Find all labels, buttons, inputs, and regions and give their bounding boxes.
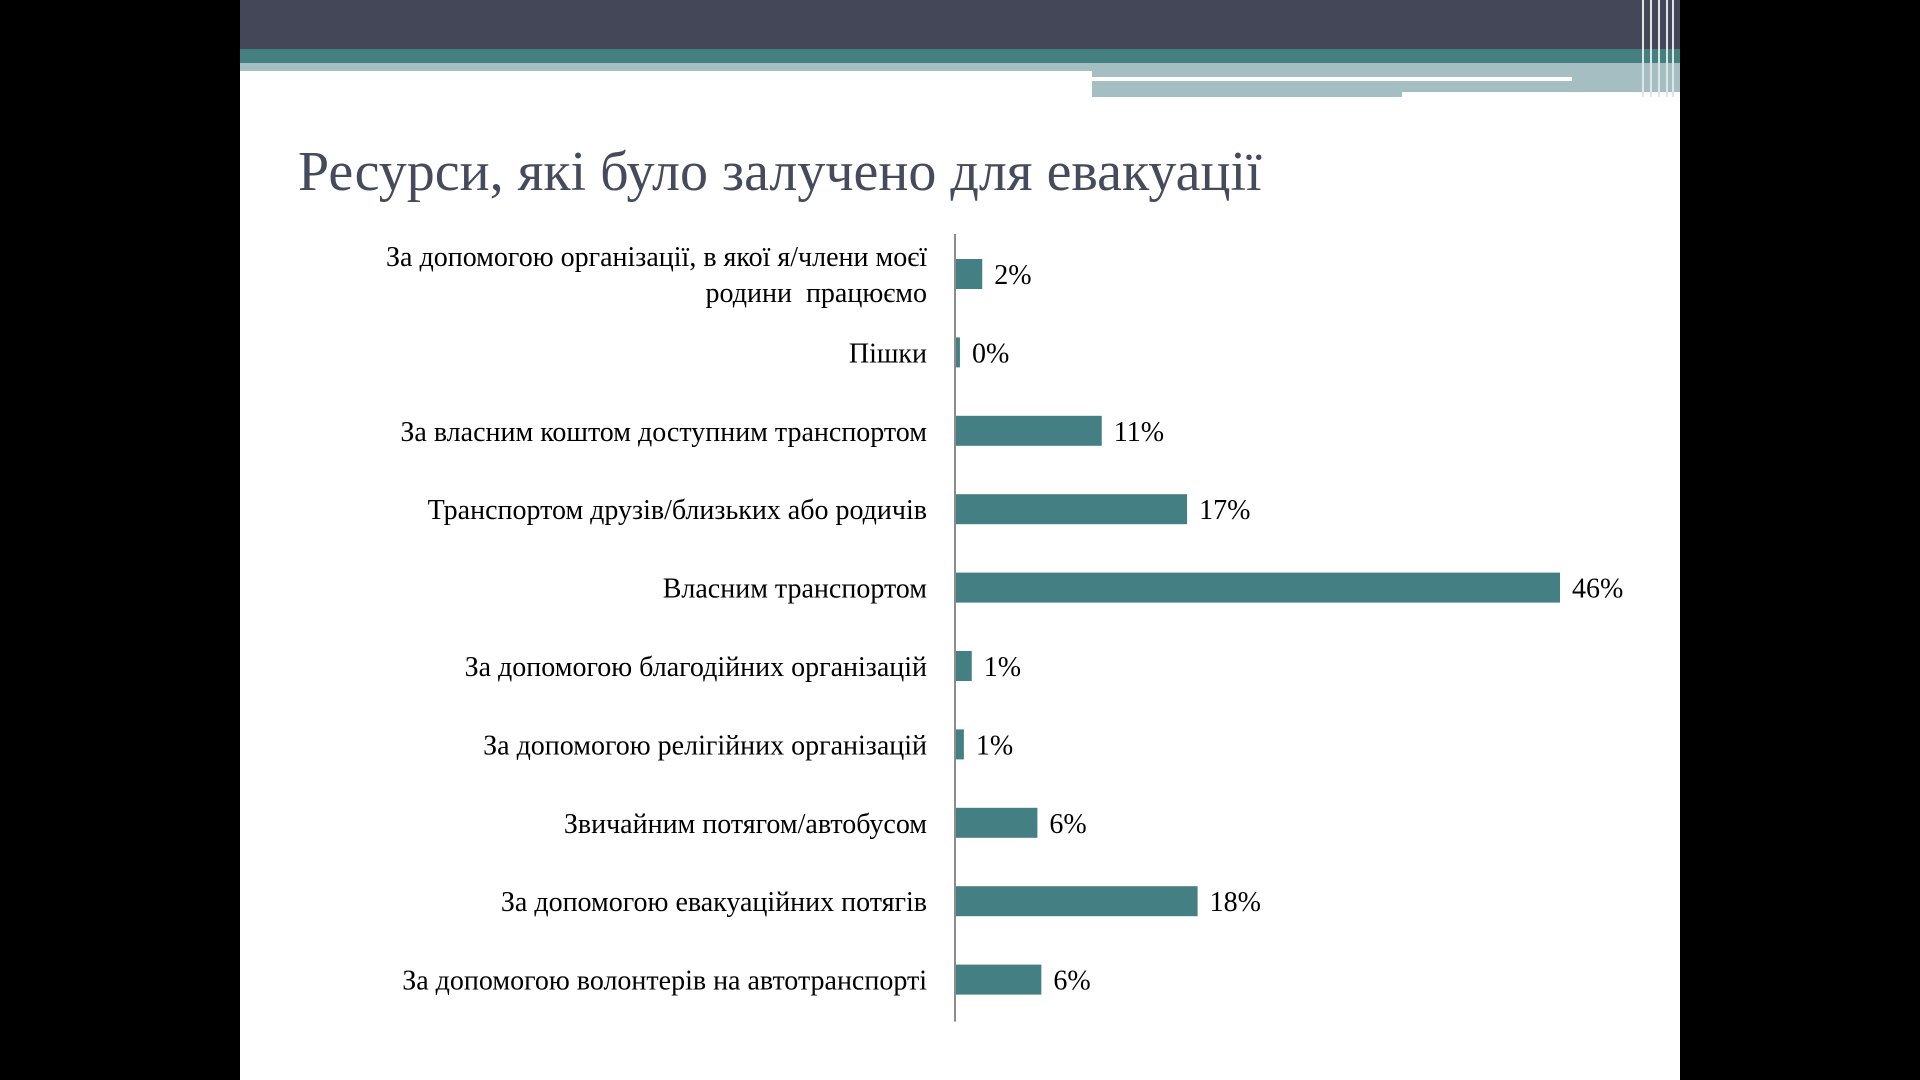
bar-2 <box>956 415 1102 446</box>
bars-group <box>956 259 1560 995</box>
header-decorative-lines <box>1638 0 1680 97</box>
value-label-3: 17% <box>1199 495 1250 526</box>
bar-8 <box>956 886 1198 917</box>
category-label-3: Транспортом друзів/близьких або родичів <box>428 495 927 526</box>
value-label-6: 1% <box>976 730 1013 761</box>
category-label-6: За допомогою релігійних організацій <box>483 730 927 761</box>
bar-9 <box>956 964 1042 995</box>
header-right-line-lower <box>1402 92 1680 98</box>
category-label-1: Пішки <box>849 338 927 369</box>
bar-3 <box>956 494 1188 525</box>
value-label-5: 1% <box>984 652 1021 683</box>
bar-chart: За допомогою організації, в якої я/члени… <box>386 234 1623 1022</box>
value-label-2: 11% <box>1114 417 1164 448</box>
header-dark-band <box>240 0 1680 49</box>
value-label-0: 2% <box>994 260 1031 291</box>
category-labels-group: За допомогою організації, в якої я/члени… <box>386 242 927 997</box>
value-labels-group: 2% 0% 11% 17% 46% 1% 1% 6% 18% 6% <box>972 260 1623 997</box>
slide-title: Ресурси, які було залучено для евакуації <box>298 141 1262 203</box>
category-label-8: За допомогою евакуаційних потягів <box>501 887 927 918</box>
bar-5 <box>956 651 972 681</box>
category-label-4: Власним транспортом <box>663 574 928 605</box>
bar-4 <box>956 572 1560 603</box>
category-label-5: За допомогою благодійних організацій <box>465 652 927 683</box>
slide: Ресурси, які було залучено для евакуації… <box>240 0 1680 1080</box>
header-right-line <box>1092 77 1572 81</box>
header-light-band <box>240 63 1092 71</box>
category-label-7: Звичайним потягом/автобусом <box>564 809 927 840</box>
category-label-2: За власним коштом доступним транспортом <box>400 417 927 448</box>
category-label-0-line-0: За допомогою організації, в якої я/члени… <box>386 242 927 273</box>
category-label-9: За допомогою волонтерів на автотранспорт… <box>402 966 927 997</box>
header-teal-band <box>240 49 1680 63</box>
bar-6 <box>956 729 964 760</box>
value-label-8: 18% <box>1210 887 1261 918</box>
bar-1 <box>956 337 960 368</box>
bar-7 <box>956 807 1038 838</box>
value-label-1: 0% <box>972 338 1009 369</box>
value-label-7: 6% <box>1049 809 1086 840</box>
bar-0 <box>956 259 983 289</box>
value-label-9: 6% <box>1053 966 1090 997</box>
category-label-0-line-1: родини працюємо <box>706 278 927 309</box>
value-label-4: 46% <box>1572 574 1623 605</box>
